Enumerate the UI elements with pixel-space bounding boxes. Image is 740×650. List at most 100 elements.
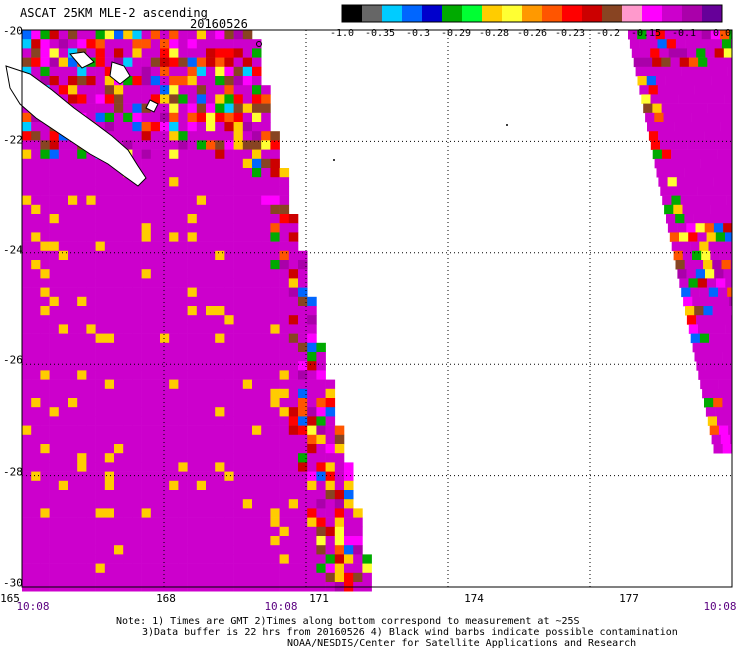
swath-cell	[178, 499, 188, 509]
swath-cell	[96, 269, 106, 279]
swath-cell	[142, 232, 152, 242]
swath-cell	[252, 278, 262, 288]
swath-cell	[169, 205, 179, 215]
swath-cell	[224, 186, 234, 196]
swath-cell	[123, 462, 133, 472]
swath-cell	[59, 536, 69, 546]
swath-cell	[142, 186, 152, 196]
swath-cell	[169, 214, 179, 224]
swath-cell	[716, 324, 726, 334]
swath-cell	[261, 352, 271, 362]
swath-cell	[316, 573, 326, 583]
swath-cell	[252, 260, 262, 270]
swath-cell	[132, 527, 142, 537]
swath-cell	[188, 389, 198, 399]
swath-cell	[132, 343, 142, 353]
swath-cell	[298, 407, 308, 417]
swath-cell	[31, 297, 41, 307]
swath-cell	[335, 564, 345, 574]
swath-cell	[132, 370, 142, 380]
swath-cell	[270, 251, 280, 260]
swath-cell	[280, 352, 290, 362]
swath-cell	[188, 380, 198, 390]
swath-cell	[698, 58, 708, 68]
swath-cell	[77, 499, 87, 509]
swath-cell	[234, 398, 244, 408]
swath-cell	[169, 564, 179, 574]
swath-cell	[685, 39, 695, 49]
swath-cell	[243, 315, 253, 325]
swath-cell	[726, 324, 732, 334]
swath-cell	[206, 232, 216, 242]
swath-cell	[252, 389, 262, 399]
swath-cell	[160, 554, 170, 564]
swath-cell	[178, 288, 188, 298]
swath-cell	[270, 315, 280, 325]
swath-cell	[252, 306, 262, 316]
swath-cell	[142, 527, 152, 537]
swath-cell	[114, 426, 124, 436]
swath-cell	[344, 573, 354, 583]
swath-cell	[114, 232, 124, 242]
swath-cell	[50, 168, 60, 178]
swath-cell	[40, 370, 50, 380]
swath-cell	[59, 278, 69, 288]
swath-cell	[261, 104, 271, 114]
swath-cell	[178, 518, 188, 528]
swath-cell	[289, 223, 299, 233]
swath-cell	[280, 251, 290, 260]
swath-cell	[326, 490, 336, 500]
swath-cell	[307, 481, 317, 491]
swath-cell	[40, 214, 50, 224]
swath-cell	[160, 499, 170, 509]
swath-cell	[252, 453, 262, 463]
time-label-west: 10:08	[16, 600, 49, 613]
swath-cell	[96, 242, 106, 252]
swath-cell	[224, 545, 234, 555]
swath-cell	[252, 223, 262, 233]
swath-cell	[645, 113, 655, 123]
swath-cell	[31, 407, 41, 417]
swath-cell	[206, 416, 216, 426]
swath-cell	[289, 564, 299, 574]
swath-cell	[686, 223, 696, 233]
swath-cell	[197, 453, 207, 463]
map-title: ASCAT 25KM MLE-2 ascending	[20, 6, 208, 20]
swath-cell	[344, 536, 354, 546]
swath-cell	[719, 380, 729, 390]
swath-cell	[215, 94, 225, 104]
swath-cell	[197, 554, 207, 564]
swath-cell	[142, 251, 152, 260]
swath-cell	[706, 361, 716, 371]
swath-cell	[668, 223, 678, 233]
swath-cell	[722, 39, 732, 49]
swath-cell	[77, 306, 87, 316]
swath-cell	[261, 242, 271, 252]
swath-cell	[634, 58, 644, 68]
swath-cell	[683, 251, 693, 260]
swath-cell	[123, 518, 133, 528]
swath-cell	[326, 444, 336, 454]
swath-cell	[707, 232, 717, 242]
swath-cell	[132, 288, 142, 298]
swath-cell	[31, 315, 41, 325]
swath-cell	[40, 499, 50, 509]
swath-cell	[243, 472, 253, 482]
swath-cell	[160, 315, 170, 325]
swath-cell	[197, 416, 207, 426]
swath-cell	[132, 416, 142, 426]
swath-cell	[693, 122, 703, 132]
swath-cell	[178, 545, 188, 555]
swath-cell	[178, 104, 188, 114]
swath-cell	[252, 288, 262, 298]
islet-dot	[333, 159, 335, 161]
swath-cell	[188, 269, 198, 279]
swath-cell	[50, 48, 60, 58]
swath-cell	[132, 453, 142, 463]
swath-cell	[224, 389, 234, 399]
swath-cell	[188, 315, 198, 325]
swath-cell	[169, 462, 179, 472]
swath-cell	[234, 407, 244, 417]
swath-cell	[151, 131, 161, 141]
swath-cell	[261, 573, 271, 583]
